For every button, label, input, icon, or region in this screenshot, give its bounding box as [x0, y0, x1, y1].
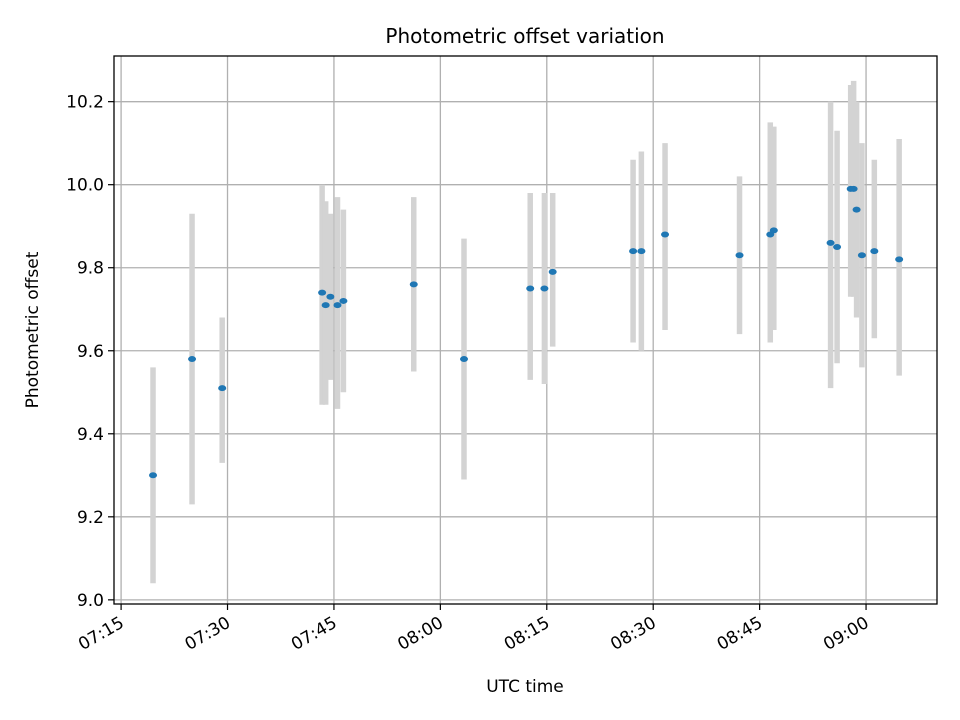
- data-point: [548, 268, 557, 275]
- data-point: [629, 248, 638, 255]
- data-point: [333, 302, 342, 309]
- chart-title: Photometric offset variation: [385, 24, 664, 48]
- y-tick-label: 10.2: [66, 93, 104, 113]
- data-point: [833, 243, 842, 250]
- data-point: [895, 256, 904, 263]
- data-point: [339, 297, 348, 304]
- y-tick-label: 10.0: [66, 176, 104, 196]
- data-point: [149, 472, 158, 479]
- data-point: [460, 356, 469, 363]
- data-points: [149, 185, 904, 479]
- plot-frame: [113, 55, 938, 605]
- y-tick-label: 9.2: [77, 508, 104, 528]
- data-point: [188, 356, 197, 363]
- data-point: [826, 239, 835, 246]
- data-point: [218, 385, 227, 392]
- x-axis-label: UTC time: [486, 677, 564, 697]
- y-axis-ticks: 9.0 9.2 9.4 9.6 9.8 10.0 10.2: [66, 93, 114, 611]
- data-point: [661, 231, 670, 238]
- y-tick-label: 9.8: [77, 259, 104, 279]
- y-tick-label: 9.4: [77, 425, 104, 445]
- data-point: [326, 293, 335, 300]
- data-point: [857, 252, 866, 259]
- data-point: [637, 248, 646, 255]
- data-point: [870, 248, 879, 255]
- y-tick-label: 9.6: [77, 342, 104, 362]
- data-point: [540, 285, 549, 292]
- y-tick-label: 9.0: [77, 591, 104, 611]
- data-point: [852, 206, 861, 213]
- data-point: [526, 285, 535, 292]
- data-point: [321, 302, 330, 309]
- data-point: [769, 227, 778, 234]
- data-point: [318, 289, 327, 296]
- data-point: [735, 252, 744, 259]
- data-point: [849, 185, 858, 192]
- data-point: [409, 281, 418, 288]
- y-axis-label: Photometric offset: [23, 251, 43, 408]
